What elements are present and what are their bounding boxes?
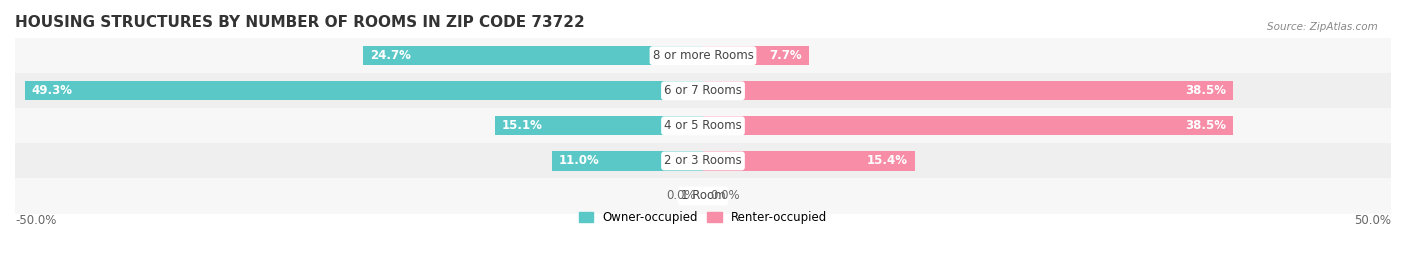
Text: 49.3%: 49.3% — [31, 84, 73, 97]
Bar — [703, 46, 808, 65]
Text: 38.5%: 38.5% — [1185, 119, 1226, 132]
Text: 2 or 3 Rooms: 2 or 3 Rooms — [664, 154, 742, 167]
Text: 11.0%: 11.0% — [558, 154, 599, 167]
Bar — [25, 81, 703, 100]
Text: 50.0%: 50.0% — [1354, 214, 1391, 226]
Bar — [703, 81, 1233, 100]
Bar — [15, 73, 1391, 108]
Text: 6 or 7 Rooms: 6 or 7 Rooms — [664, 84, 742, 97]
Text: 15.1%: 15.1% — [502, 119, 543, 132]
Text: -50.0%: -50.0% — [15, 214, 56, 226]
Bar — [15, 108, 1391, 143]
Bar — [551, 151, 703, 171]
Bar — [703, 116, 1233, 136]
Bar — [363, 46, 703, 65]
Text: 4 or 5 Rooms: 4 or 5 Rooms — [664, 119, 742, 132]
Bar — [703, 151, 915, 171]
Bar — [15, 38, 1391, 73]
Text: 15.4%: 15.4% — [868, 154, 908, 167]
Text: HOUSING STRUCTURES BY NUMBER OF ROOMS IN ZIP CODE 73722: HOUSING STRUCTURES BY NUMBER OF ROOMS IN… — [15, 15, 585, 30]
Text: 8 or more Rooms: 8 or more Rooms — [652, 49, 754, 62]
Text: 7.7%: 7.7% — [769, 49, 801, 62]
Text: 24.7%: 24.7% — [370, 49, 411, 62]
Text: 0.0%: 0.0% — [710, 189, 740, 203]
Text: Source: ZipAtlas.com: Source: ZipAtlas.com — [1267, 22, 1378, 31]
Text: 0.0%: 0.0% — [666, 189, 696, 203]
Text: 38.5%: 38.5% — [1185, 84, 1226, 97]
Text: 1 Room: 1 Room — [681, 189, 725, 203]
Bar — [495, 116, 703, 136]
Bar — [15, 178, 1391, 214]
Bar — [15, 143, 1391, 178]
Legend: Owner-occupied, Renter-occupied: Owner-occupied, Renter-occupied — [574, 206, 832, 229]
